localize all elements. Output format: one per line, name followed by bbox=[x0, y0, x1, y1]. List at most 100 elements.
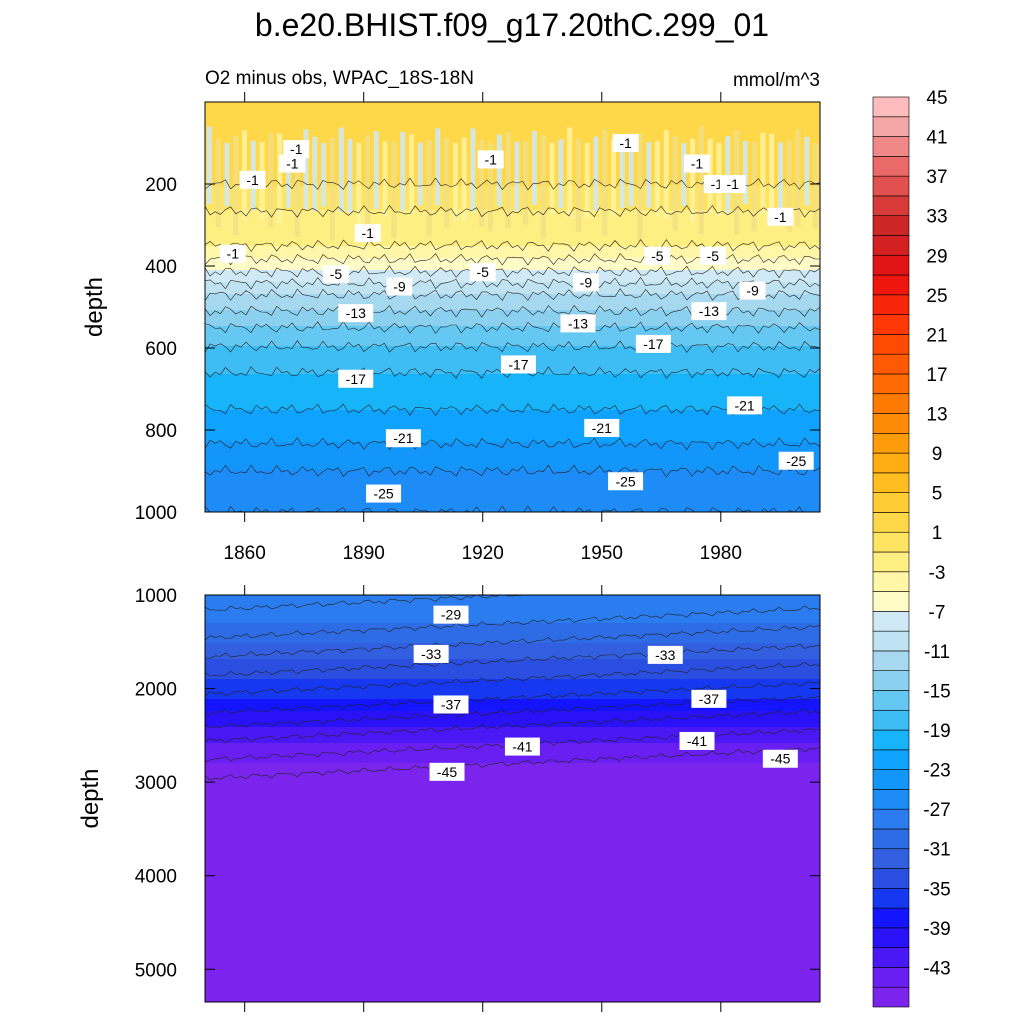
top-contour-band bbox=[205, 398, 820, 403]
colorbar-tick-label: -15 bbox=[923, 681, 950, 702]
contour-label-box bbox=[413, 644, 449, 663]
top-contour-labels: -1-1 -1-1 -1-1-1 -1-1-1-1-5 -5-5 -5-9 -9-9-13-… bbox=[219, 134, 814, 503]
colorbar-box bbox=[872, 492, 910, 513]
bottom-contour-band bbox=[205, 915, 820, 920]
colorbar-box bbox=[872, 96, 910, 118]
contour-label-text: -1 bbox=[361, 225, 374, 241]
contour-label-text: -37 bbox=[699, 691, 719, 707]
bottom-contour-band bbox=[205, 727, 820, 732]
top-surface-variability bbox=[294, 140, 300, 237]
contour-label-box bbox=[612, 134, 639, 152]
top-surface-variability bbox=[742, 140, 748, 205]
colorbar-box bbox=[872, 314, 910, 335]
colorbar-tick-label: 13 bbox=[926, 405, 947, 426]
top-surface-variability bbox=[435, 128, 441, 206]
contour-label-text: -17 bbox=[508, 356, 528, 372]
bottom-contour-band bbox=[205, 907, 820, 912]
contour-label-text: -1 bbox=[774, 209, 787, 225]
bottom-contour-band bbox=[205, 855, 820, 860]
bottom-contour-label: -45 bbox=[429, 762, 465, 781]
top-contour-label: -13 bbox=[691, 302, 727, 321]
top-x-axis: 1860 1890 1920 1950 1980 bbox=[224, 92, 742, 564]
bottom-contour-label: -29 bbox=[433, 605, 469, 624]
bottom-contour-band bbox=[205, 731, 820, 736]
bottom-contour-band bbox=[205, 923, 820, 928]
bottom-contour-band bbox=[205, 983, 820, 988]
bottom-contour-band bbox=[205, 663, 820, 668]
bottom-contour-label: -45 bbox=[762, 749, 798, 768]
top-contour-band bbox=[205, 410, 820, 415]
top-contour-band bbox=[205, 150, 820, 155]
bottom-contour-band bbox=[205, 671, 820, 676]
colorbar-tick-label: 29 bbox=[926, 246, 947, 267]
top-surface-variability bbox=[391, 141, 397, 238]
top-contour-band bbox=[205, 442, 820, 447]
top-contour-band bbox=[205, 174, 820, 179]
top-contour-band bbox=[205, 286, 820, 291]
top-contour-band bbox=[205, 438, 820, 443]
colorbar-tick-label: 5 bbox=[932, 484, 943, 505]
contour-label-box bbox=[338, 304, 374, 323]
contour-label-box bbox=[239, 170, 266, 189]
bottom-contour-band bbox=[205, 811, 820, 816]
contour-label-text: -13 bbox=[568, 315, 588, 331]
top-contour-label: -5 bbox=[322, 265, 349, 284]
top-contour-label: -13 bbox=[560, 314, 596, 333]
bottom-contour-band bbox=[205, 651, 820, 656]
top-surface-variability bbox=[769, 133, 775, 222]
contour-label-box bbox=[691, 302, 727, 321]
contour-label-text: -17 bbox=[643, 336, 663, 352]
bottom-contour-band bbox=[205, 619, 820, 624]
bottom-contour-band bbox=[205, 959, 820, 964]
contour-label-text: -1 bbox=[726, 176, 739, 192]
top-surface-variability bbox=[514, 141, 520, 212]
contour-label-text: -29 bbox=[441, 607, 461, 623]
top-contour-band bbox=[205, 502, 820, 507]
colorbar-box bbox=[872, 531, 910, 553]
top-contour-label: -5 bbox=[644, 246, 671, 265]
contour-label-box bbox=[762, 749, 798, 768]
top-contour-band bbox=[205, 282, 820, 287]
bottom-contour-band bbox=[205, 603, 820, 608]
bottom-contour-band bbox=[205, 995, 820, 1000]
contour-label-box bbox=[644, 246, 671, 265]
bottom-y-tick-label: 5000 bbox=[135, 960, 177, 981]
contour-label-text: -5 bbox=[651, 248, 664, 264]
top-contour-band bbox=[205, 114, 820, 119]
top-surface-variability bbox=[461, 137, 467, 222]
top-contour-line bbox=[205, 239, 820, 253]
top-contour-label: -13 bbox=[338, 304, 374, 323]
contour-label-box bbox=[684, 154, 710, 173]
top-contour-band bbox=[205, 170, 820, 175]
bottom-contour-label: -37 bbox=[433, 695, 469, 714]
top-surface-variability bbox=[470, 128, 476, 212]
colorbar-box bbox=[872, 254, 910, 276]
bottom-contour-band bbox=[205, 783, 820, 788]
top-surface-variability bbox=[698, 126, 704, 235]
top-contour-band bbox=[205, 290, 820, 295]
top-contour-label: -25 bbox=[778, 451, 814, 470]
top-contour-label: -9 bbox=[739, 281, 766, 300]
colorbar-box bbox=[872, 472, 910, 493]
colorbar-box bbox=[872, 591, 910, 612]
colorbar-tick-label: 25 bbox=[926, 286, 947, 307]
top-surface-variability bbox=[584, 142, 590, 220]
top-contour-line bbox=[205, 276, 820, 290]
colorbar-tick-label: -23 bbox=[923, 761, 950, 782]
colorbar-box bbox=[872, 334, 910, 355]
top-contour-band bbox=[205, 246, 820, 251]
top-contour-band bbox=[205, 182, 820, 187]
contour-label-box bbox=[608, 472, 644, 491]
top-contour-band bbox=[205, 474, 820, 479]
contour-label-text: -5 bbox=[707, 248, 720, 264]
contour-label-box bbox=[283, 140, 310, 159]
top-contour-band bbox=[205, 234, 820, 239]
bottom-x-axis bbox=[244, 585, 722, 1012]
top-contour-band bbox=[205, 138, 820, 143]
colorbar-box bbox=[872, 888, 910, 909]
top-contour-band bbox=[205, 298, 820, 303]
top-contour-band bbox=[205, 314, 820, 319]
top-contour-band bbox=[205, 262, 820, 267]
top-contour-band bbox=[205, 386, 820, 391]
top-surface-variability bbox=[444, 137, 450, 228]
